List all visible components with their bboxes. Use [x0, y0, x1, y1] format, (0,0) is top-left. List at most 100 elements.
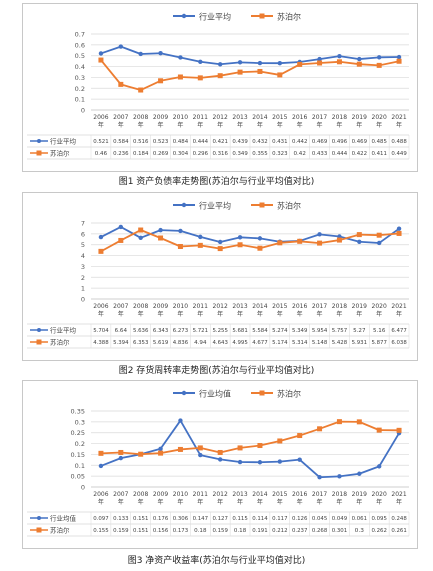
table-cell-value: 0.439	[232, 139, 248, 145]
table-cell-value: 0.422	[352, 151, 368, 157]
x-tick-label: 2009	[153, 114, 168, 121]
x-tick-label: 年	[158, 498, 164, 506]
data-point	[237, 69, 243, 75]
x-tick-label: 年	[118, 310, 124, 318]
table-cell-value: 6.038	[391, 340, 407, 346]
table-cell-value: 0.261	[391, 528, 407, 534]
x-tick-label: 2008	[133, 114, 148, 121]
x-tick-label: 年	[98, 310, 104, 318]
data-point	[337, 474, 342, 479]
x-tick-label: 2021	[391, 303, 406, 310]
table-cell-value: 0.355	[252, 151, 268, 157]
table-key-marker	[36, 339, 42, 345]
table-cell-value: 0.444	[332, 151, 348, 157]
table-cell-value: 0.316	[212, 151, 228, 157]
x-tick-label: 年	[257, 121, 263, 129]
data-point	[376, 232, 382, 238]
y-tick-label: 6	[81, 230, 85, 238]
data-point	[376, 240, 382, 246]
data-point	[237, 235, 243, 240]
data-point	[257, 460, 263, 465]
table-cell-value: 5.27	[353, 328, 365, 334]
table-cell-value: 0.304	[173, 151, 189, 157]
data-point	[98, 57, 104, 63]
data-point	[337, 53, 342, 59]
data-point	[396, 54, 402, 60]
y-tick-label: 3	[81, 263, 85, 271]
x-tick-label: 2019	[352, 303, 367, 310]
data-point	[356, 419, 362, 425]
y-tick-label: 0.4	[75, 63, 85, 71]
x-tick-label: 年	[197, 121, 203, 129]
data-point	[376, 62, 382, 68]
x-tick-label: 年	[158, 310, 164, 318]
table-cell-value: 5.274	[272, 328, 288, 334]
x-tick-label: 年	[138, 121, 144, 129]
data-point	[178, 228, 183, 234]
debt-ratio-chart: 行业平均 苏泊尔 0 0.1 0.2 0.3 0.4 0.5 0.6 0.7 2006 年 2007 年 2…	[22, 3, 418, 172]
data-point	[138, 451, 144, 457]
x-tick-label: 年	[138, 498, 144, 506]
y-tick-label: 0	[81, 484, 85, 492]
table-cell-value: 5.931	[352, 340, 368, 346]
x-tick-label: 年	[336, 498, 342, 506]
x-tick-label: 2010	[173, 303, 188, 310]
x-tick-label: 年	[197, 498, 203, 506]
table-cell-value: 0.449	[391, 151, 407, 157]
data-point	[237, 242, 243, 248]
data-point	[396, 58, 402, 64]
x-tick-label: 年	[118, 121, 124, 129]
x-tick-label: 年	[177, 498, 183, 506]
table-cell-value: 0.156	[153, 528, 169, 534]
x-tick-label: 2009	[153, 303, 168, 310]
data-point	[197, 445, 203, 451]
x-tick-label: 2009	[153, 491, 168, 498]
data-point	[138, 227, 144, 233]
table-cell-value: 4.995	[232, 340, 248, 346]
data-point	[217, 457, 223, 462]
table-cell-value: 6.477	[391, 328, 407, 334]
table-cell-value: 0.151	[133, 516, 149, 522]
y-tick-label: 4	[81, 252, 85, 260]
data-point	[257, 236, 263, 241]
x-tick-label: 年	[217, 498, 223, 506]
x-tick-label: 年	[177, 310, 183, 318]
table-cell-value: 0.269	[153, 151, 169, 157]
table-cell-value: 5.619	[153, 340, 169, 346]
data-point	[237, 459, 243, 465]
x-tick-label: 2018	[332, 491, 347, 498]
data-point	[357, 239, 362, 244]
table-key-marker	[37, 516, 41, 520]
table-cell-value: 0.237	[292, 528, 308, 534]
data-point	[237, 60, 243, 65]
table-cell-value: 5.174	[272, 340, 288, 346]
table-cell-value: 4.836	[173, 340, 189, 346]
x-tick-label: 年	[257, 498, 263, 506]
x-tick-label: 2017	[312, 491, 327, 498]
table-cell-value: 0.127	[212, 516, 228, 522]
x-tick-label: 2015	[272, 491, 287, 498]
x-tick-label: 2020	[372, 491, 387, 498]
table-cell-value: 0.114	[252, 516, 268, 522]
y-tick-label: 0.3	[75, 418, 85, 426]
data-point	[317, 56, 322, 62]
x-tick-label: 2010	[173, 491, 188, 498]
y-tick-label: 0.05	[71, 473, 85, 481]
x-tick-label: 2015	[272, 114, 287, 121]
legend-marker-0	[181, 13, 187, 19]
y-tick-label: 0.2	[75, 440, 85, 448]
data-point	[178, 55, 183, 60]
legend-label-0: 行业均值	[199, 389, 231, 399]
data-point	[257, 443, 263, 449]
table-cell-value: 0.296	[193, 151, 209, 157]
data-point	[98, 450, 104, 456]
data-point	[98, 234, 104, 240]
data-point	[336, 237, 342, 243]
x-tick-label: 年	[257, 310, 263, 318]
x-tick-label: 2007	[113, 303, 128, 310]
data-point	[357, 56, 362, 62]
y-tick-label: 1	[81, 285, 85, 293]
table-cell-value: 0.485	[371, 139, 387, 145]
legend-label-1: 苏泊尔	[277, 389, 301, 399]
table-cell-value: 0.484	[173, 139, 189, 145]
